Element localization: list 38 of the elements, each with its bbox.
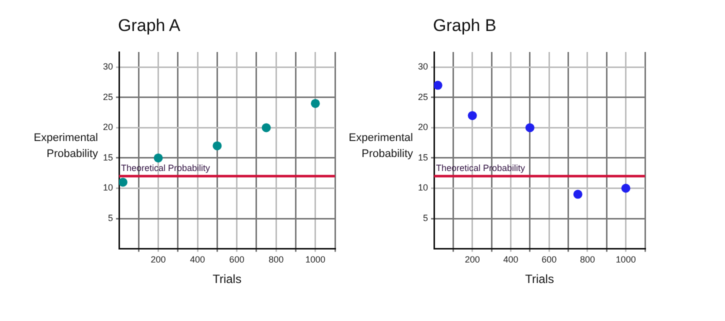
y-tick-label: 5 [422,213,428,224]
point [119,178,128,187]
y-axis-title: Experimental Probability [348,131,413,162]
y-tick-label: 20 [102,122,114,132]
chart-title: Graph B [433,16,496,36]
point [468,111,477,120]
point [310,98,320,108]
y-tick-label: 20 [418,122,428,132]
y-tick-label: 30 [102,62,114,72]
point [434,80,442,90]
x-tick-label: 600 [229,254,244,265]
y-tick-label: 25 [102,92,114,102]
x-tick-label: 200 [464,254,480,265]
point [525,123,534,132]
x-tick-label: 1000 [305,254,326,265]
point [212,141,222,150]
x-axis-title: Trials [212,272,242,286]
y-tick-label: 15 [418,152,428,162]
y-tick-label: 10 [418,182,428,193]
x-tick-label: 800 [580,254,595,265]
x-tick-label: 600 [542,254,557,265]
point [262,123,271,132]
y-axis-title: Experimental Probability [32,131,98,162]
y-tick-label: 15 [102,152,114,162]
x-tick-label: 400 [190,254,206,265]
point [154,153,163,162]
chart-title: Graph A [118,16,180,36]
y-tick-label: 30 [418,62,428,72]
point [573,190,582,199]
x-tick-label: 1000 [616,254,636,265]
y-tick-label: 25 [418,92,428,102]
point [621,184,630,193]
x-tick-label: 200 [150,254,166,265]
x-tick-label: 800 [268,254,284,265]
y-tick-label: 10 [102,182,114,193]
x-axis-title: Trials [525,272,554,286]
y-tick-label: 5 [108,213,114,224]
x-tick-label: 400 [503,254,518,265]
